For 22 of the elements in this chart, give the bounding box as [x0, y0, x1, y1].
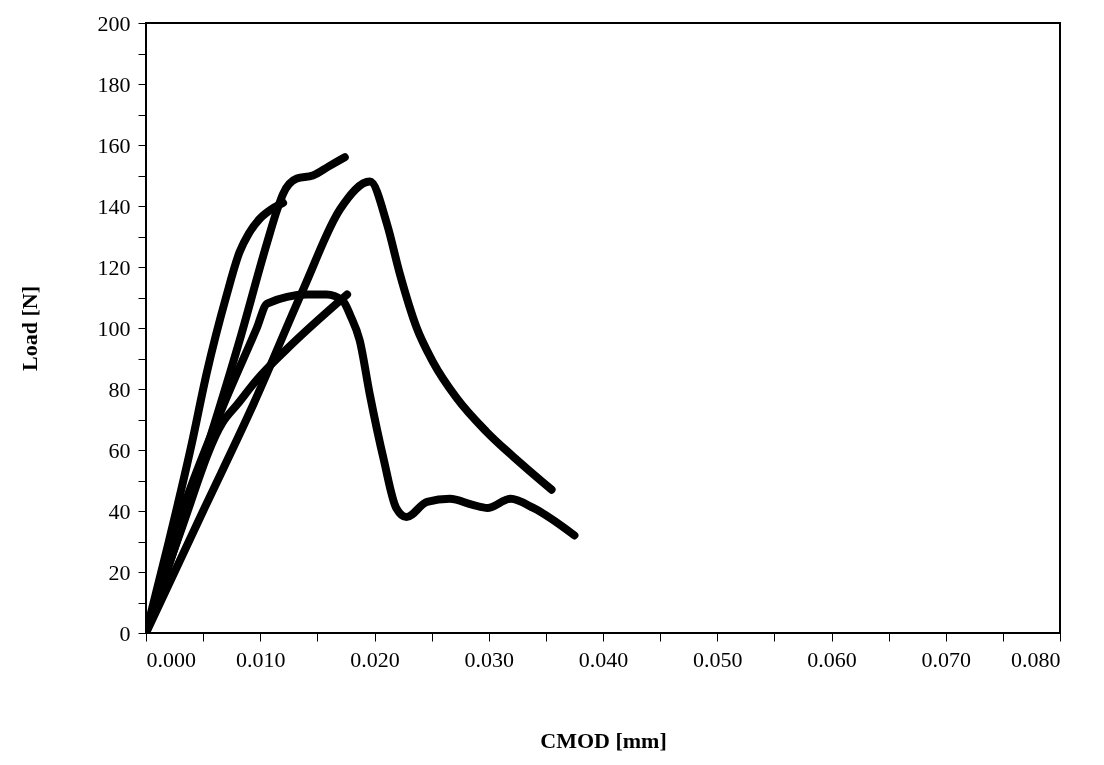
x-tick-label: 0.030	[464, 646, 514, 672]
y-axis-title: Load [N]	[16, 286, 42, 371]
y-tick-label: 120	[97, 254, 131, 280]
x-tick-label: 0.060	[807, 646, 857, 672]
x-tick-label: 0.070	[921, 646, 971, 672]
x-tick-label: 0.050	[693, 646, 743, 672]
x-tick-label: 0.040	[578, 646, 629, 672]
y-tick-label: 80	[108, 376, 131, 402]
x-tick-label: 0.010	[236, 646, 286, 672]
x-tick-label: 0.020	[350, 646, 400, 672]
y-tick-label: 60	[108, 437, 131, 463]
x-axis-title: CMOD [mm]	[540, 727, 667, 753]
y-tick-label: 40	[108, 498, 131, 524]
x-tick-label: 0.000	[146, 646, 196, 672]
y-tick-label: 180	[97, 71, 131, 97]
y-tick-label: 200	[97, 10, 131, 36]
y-tick-label: 140	[97, 193, 131, 219]
y-tick-label: 160	[97, 132, 131, 158]
y-tick-label: 0	[119, 620, 131, 646]
y-tick-label: 100	[97, 315, 131, 341]
x-tick-label: 0.080	[1011, 646, 1061, 672]
y-tick-label: 20	[108, 559, 131, 585]
